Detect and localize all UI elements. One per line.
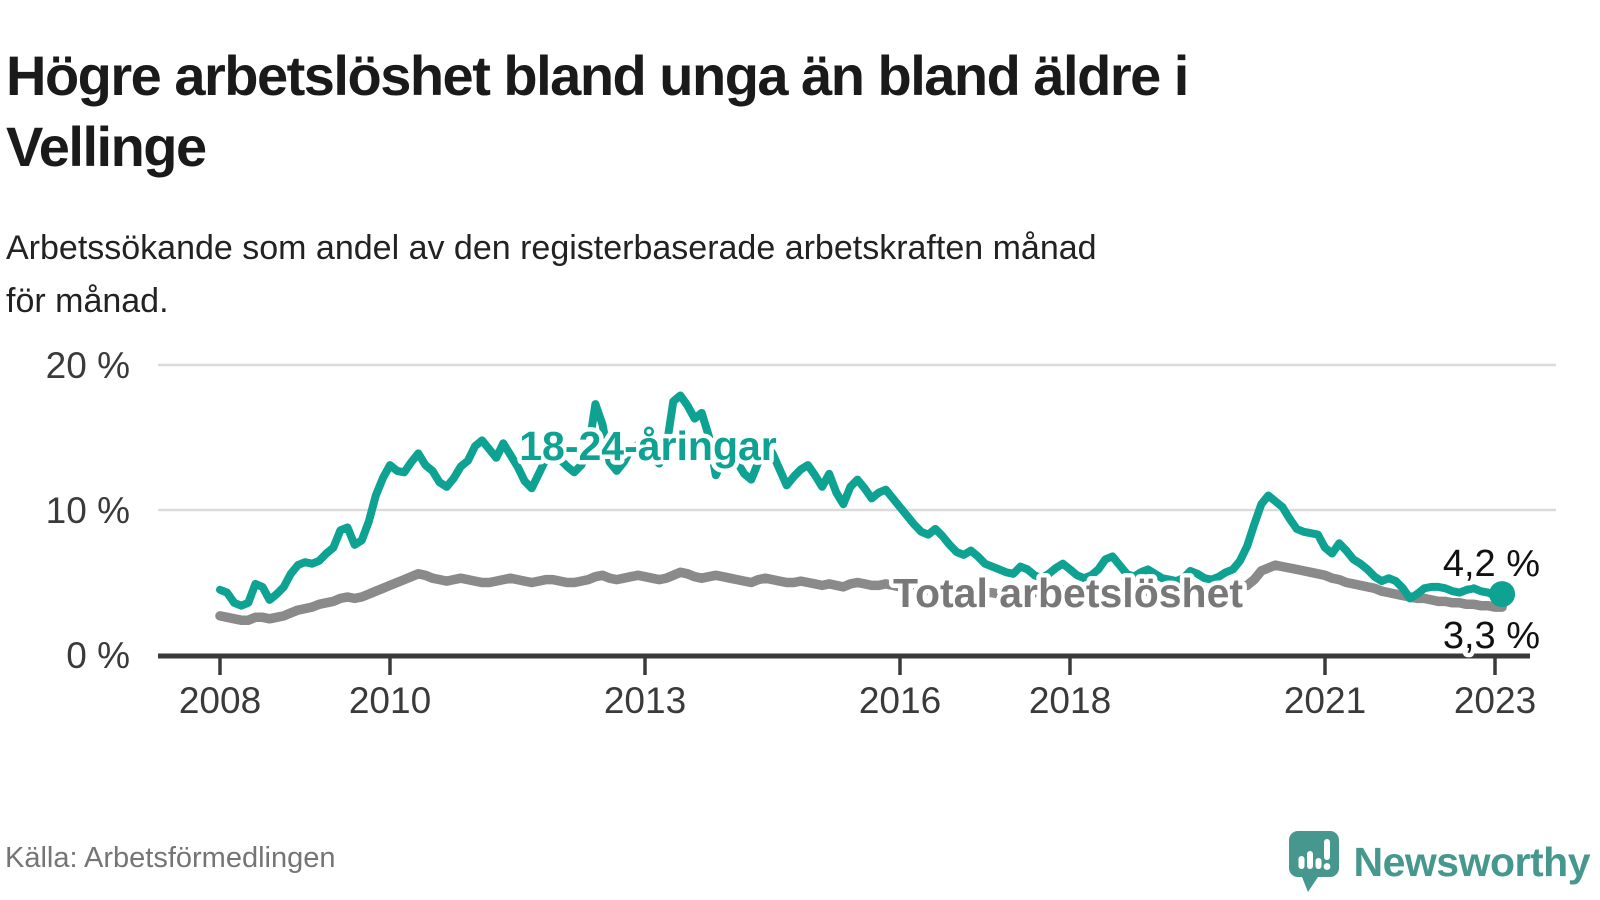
x-axis-tick-label-2010: 2010 bbox=[349, 680, 431, 721]
series-line-youth bbox=[216, 391, 1507, 610]
series-line-total bbox=[215, 560, 1507, 625]
y-axis-tick-label-20: 20 % bbox=[46, 345, 130, 386]
end-point-dot-youth bbox=[1489, 581, 1516, 608]
logo-bar-1 bbox=[1298, 856, 1304, 869]
x-axis-tick-label-2016: 2016 bbox=[859, 680, 941, 721]
chart-subtitle: Arbetssökande som andel av den registerb… bbox=[6, 222, 1546, 327]
logo-bar-2 bbox=[1306, 851, 1313, 869]
page-title: Högre arbetslöshet bland unga än bland ä… bbox=[6, 40, 1566, 183]
logo-exclamation-dot bbox=[1323, 863, 1330, 870]
end-value-label-total: 3,3 % bbox=[1443, 615, 1540, 657]
page-title-line-2: Vellinge bbox=[6, 115, 207, 179]
x-axis-tick-label-2021: 2021 bbox=[1284, 680, 1366, 721]
newsworthy-icon bbox=[1288, 831, 1339, 892]
page-title-line-1: Högre arbetslöshet bland unga än bland ä… bbox=[6, 43, 1189, 107]
y-axis-tick-label-10: 10 % bbox=[46, 490, 130, 531]
logo-bar-3 bbox=[1315, 858, 1321, 869]
x-axis-tick-label-2023: 2023 bbox=[1454, 680, 1536, 721]
x-axis-tick-label-2013: 2013 bbox=[604, 680, 686, 721]
logo-bubble bbox=[1288, 831, 1339, 892]
newsworthy-logo: Newsworthy bbox=[1288, 830, 1591, 894]
chart-subtitle-line-2: för månad. bbox=[6, 281, 169, 320]
series-label-total: Total arbetslöshet bbox=[893, 570, 1243, 616]
source-note: Källa: Arbetsförmedlingen bbox=[5, 842, 336, 874]
x-axis-tick-label-2008: 2008 bbox=[179, 680, 261, 721]
newsworthy-wordmark: Newsworthy bbox=[1353, 838, 1591, 885]
logo-exclamation-bar bbox=[1323, 839, 1330, 860]
unemployment-line-chart: 2008 2010 2013 2016 2018 2021 2023 0 % 10 % 20 % 1… bbox=[46, 345, 1556, 721]
x-axis-tick-label-2018: 2018 bbox=[1029, 680, 1111, 721]
y-axis-tick-label-0: 0 % bbox=[66, 635, 130, 676]
end-value-label-youth: 4,2 % bbox=[1443, 543, 1540, 585]
chart-subtitle-line-1: Arbetssökande som andel av den registerb… bbox=[6, 229, 1097, 267]
series-label-youth: 18-24-åringar bbox=[519, 423, 777, 469]
